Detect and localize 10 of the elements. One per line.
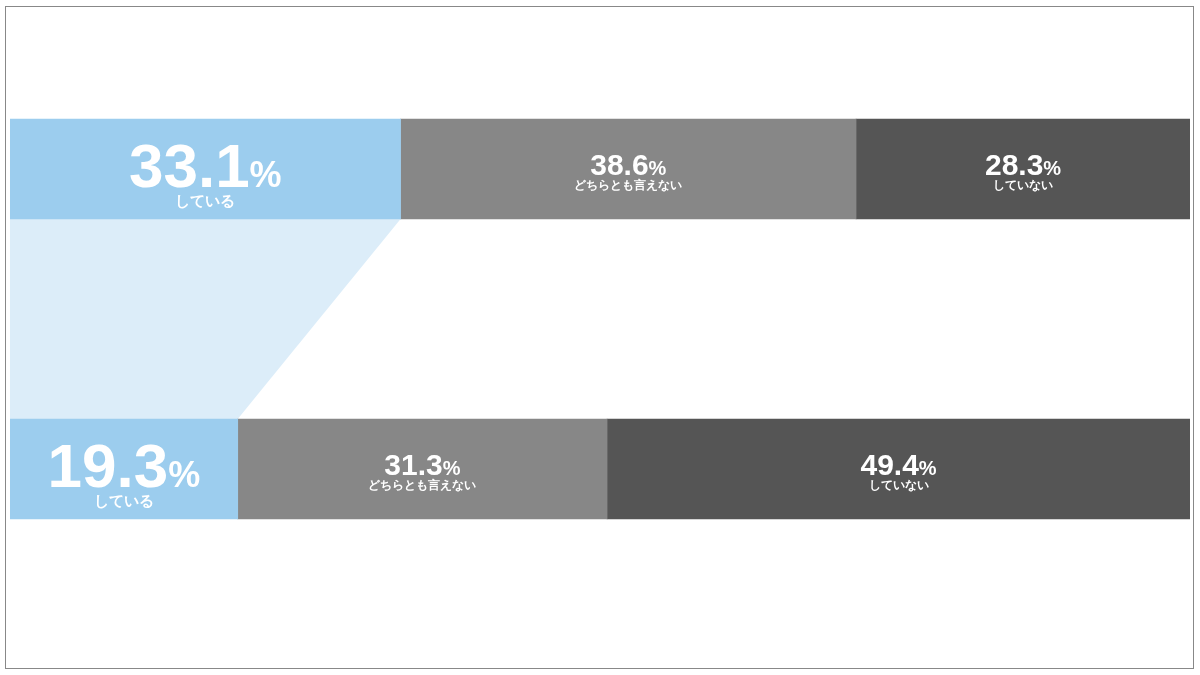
text: どちらとも言えない xyxy=(368,478,477,492)
series-label: どちらとも言えない xyxy=(574,178,683,192)
text: していない xyxy=(868,478,929,492)
bar xyxy=(237,418,608,520)
bar xyxy=(855,118,1190,220)
bar xyxy=(400,118,857,220)
series-label: していない xyxy=(993,178,1054,192)
data-label: 49.4% xyxy=(860,448,937,481)
data-label: 28.3% xyxy=(984,148,1062,181)
bar xyxy=(606,418,1190,520)
